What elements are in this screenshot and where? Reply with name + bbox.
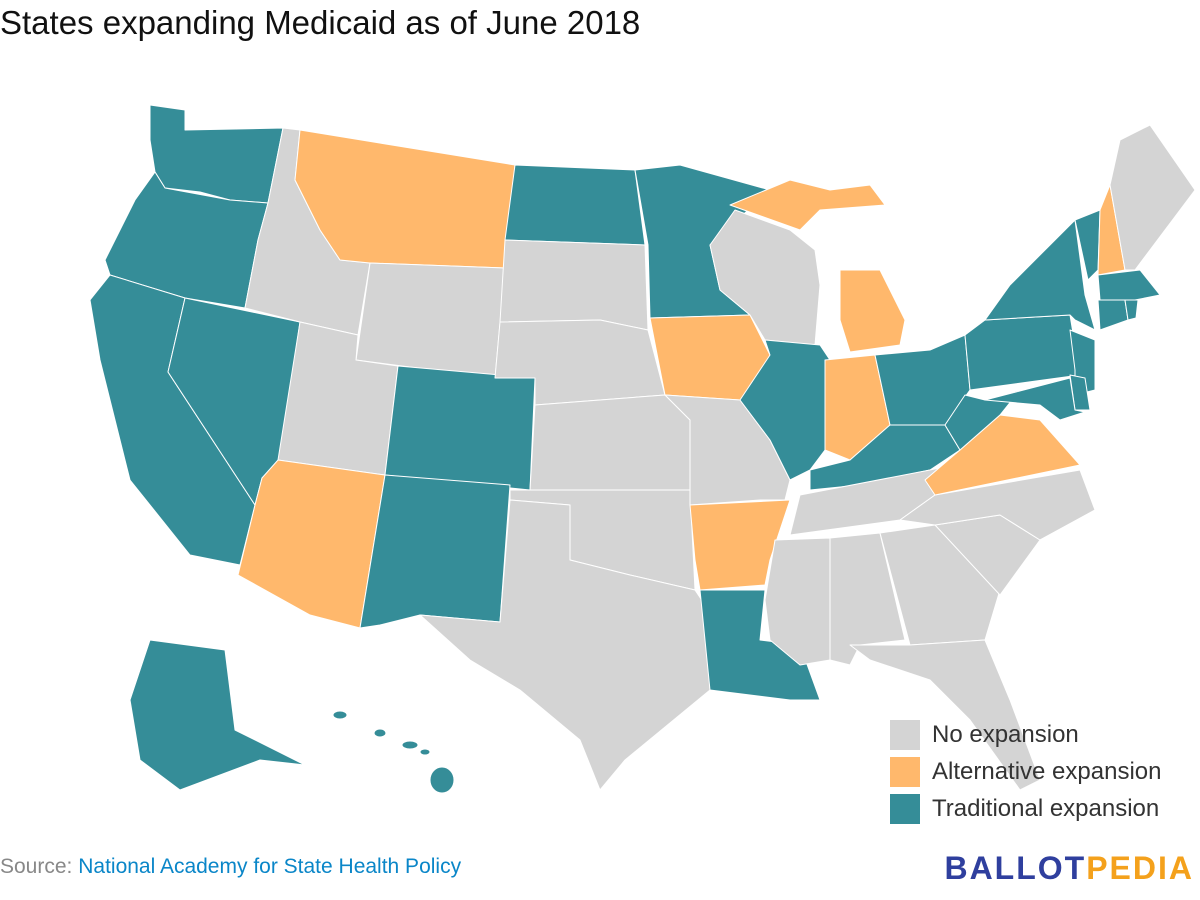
legend-swatch — [890, 793, 920, 824]
state-az — [237, 459, 386, 629]
state-hi — [332, 710, 348, 720]
legend-label: No expansion — [932, 720, 1079, 748]
legend-item-traditional-expansion: Traditional expansion — [890, 790, 1161, 827]
state-me — [1109, 124, 1196, 271]
logo-part-2: PEDIA — [1086, 850, 1194, 886]
state-mi — [839, 269, 906, 353]
state-ks — [529, 394, 691, 491]
legend: No expansion Alternative expansion Tradi… — [890, 716, 1161, 827]
state-nd — [504, 164, 646, 246]
state-tx — [419, 499, 711, 791]
legend-label: Alternative expansion — [932, 757, 1162, 785]
state-nm — [359, 474, 511, 629]
state-hi — [429, 766, 455, 794]
state-ar — [689, 499, 791, 591]
state-sd — [499, 239, 649, 331]
state-hi — [373, 728, 387, 738]
source-note: Source: National Academy for State Healt… — [0, 855, 461, 879]
state-hi — [401, 740, 419, 750]
state-co — [384, 365, 536, 491]
state-la — [699, 589, 821, 701]
map-title: States expanding Medicaid as of June 201… — [0, 4, 641, 41]
logo-part-1: BALLOT — [944, 850, 1087, 886]
state-fl — [849, 639, 1041, 791]
state-ma — [1097, 269, 1161, 301]
state-md — [984, 377, 1086, 421]
state-pa — [964, 314, 1081, 391]
legend-item-no-expansion: No expansion — [890, 716, 1161, 753]
state-wv — [944, 389, 1021, 451]
source-prefix: Source: — [0, 855, 73, 878]
state-nc — [899, 469, 1096, 541]
legend-label: Traditional expansion — [932, 794, 1160, 822]
state-il — [739, 339, 831, 481]
state-wa — [149, 104, 284, 204]
state-mi — [729, 179, 886, 231]
source-link[interactable]: National Academy for State Health Policy — [78, 855, 462, 878]
ballotpedia-logo: BALLOTPEDIA — [944, 850, 1194, 887]
state-ak — [129, 639, 306, 791]
state-ct — [1097, 299, 1129, 331]
state-hi — [419, 748, 431, 756]
legend-swatch — [890, 719, 920, 750]
legend-swatch — [890, 756, 920, 787]
state-wy — [355, 262, 506, 379]
legend-item-alternative-expansion: Alternative expansion — [890, 753, 1161, 790]
state-ri — [1124, 299, 1139, 321]
state-ny — [984, 219, 1096, 331]
state-ga — [879, 524, 1001, 646]
